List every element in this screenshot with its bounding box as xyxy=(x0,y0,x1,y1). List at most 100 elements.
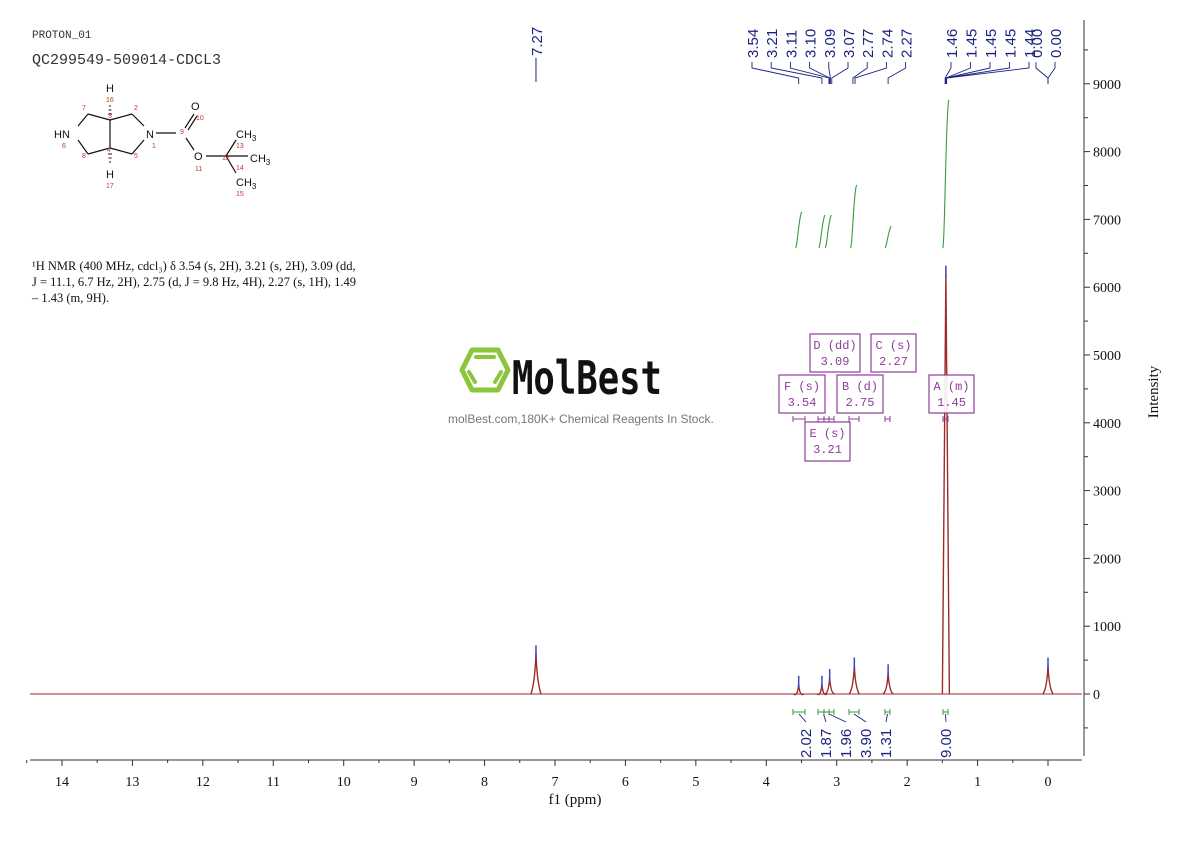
svg-text:1: 1 xyxy=(152,143,156,150)
svg-text:E (s): E (s) xyxy=(809,427,845,441)
svg-text:1.45: 1.45 xyxy=(964,29,981,58)
svg-text:2.27: 2.27 xyxy=(899,29,916,58)
chemical-structure: H HN N O O CH3 CH3 CH3 H 16 7 3 2 10 6 1… xyxy=(54,83,271,198)
svg-text:5: 5 xyxy=(134,153,138,160)
integral-labels: 2.02 1.87 1.96 3.90 1.31 9.00 xyxy=(792,709,955,758)
svg-text:H: H xyxy=(106,83,114,95)
svg-text:2: 2 xyxy=(134,105,138,112)
svg-text:5000: 5000 xyxy=(1093,349,1121,364)
nmr-line-1: ¹H NMR (400 MHz, cdcl₃) δ 3.54 (s, 2H), … xyxy=(32,259,356,273)
svg-text:3.54: 3.54 xyxy=(745,29,762,58)
nmr-description: ¹H NMR (400 MHz, cdcl₃) δ 3.54 (s, 2H), … xyxy=(32,258,412,306)
svg-text:10: 10 xyxy=(196,115,204,122)
svg-text:1.46: 1.46 xyxy=(944,29,961,58)
svg-text:7: 7 xyxy=(82,105,86,112)
svg-text:CH3: CH3 xyxy=(236,129,257,143)
svg-text:3.90: 3.90 xyxy=(858,729,875,758)
svg-text:1.45: 1.45 xyxy=(937,396,966,410)
svg-text:1.44: 1.44 xyxy=(1022,29,1039,58)
hexagon-logo-icon xyxy=(459,347,511,393)
svg-text:7000: 7000 xyxy=(1093,213,1121,228)
svg-text:2.02: 2.02 xyxy=(798,729,815,758)
svg-text:4: 4 xyxy=(107,147,111,154)
svg-text:6000: 6000 xyxy=(1093,281,1121,296)
svg-text:3: 3 xyxy=(108,113,112,120)
svg-text:3.11: 3.11 xyxy=(783,30,800,58)
svg-text:8: 8 xyxy=(481,775,488,790)
svg-text:6: 6 xyxy=(622,775,629,790)
svg-text:O: O xyxy=(194,151,203,163)
svg-text:3.09: 3.09 xyxy=(821,355,850,369)
svg-text:14: 14 xyxy=(55,775,69,790)
svg-text:1.45: 1.45 xyxy=(983,29,1000,58)
svg-text:11: 11 xyxy=(267,775,280,790)
svg-text:6: 6 xyxy=(62,143,66,150)
svg-text:2.74: 2.74 xyxy=(879,29,896,58)
svg-text:3000: 3000 xyxy=(1093,485,1121,500)
sample-id: QC299549-509014-CDCL3 xyxy=(32,52,222,69)
svg-text:f1 (ppm): f1 (ppm) xyxy=(549,792,602,808)
svg-text:4: 4 xyxy=(763,775,770,790)
spectrum-line xyxy=(30,265,1082,696)
svg-text:10: 10 xyxy=(337,775,351,790)
svg-text:12: 12 xyxy=(196,775,210,790)
svg-text:2: 2 xyxy=(904,775,911,790)
svg-text:3.21: 3.21 xyxy=(813,443,842,457)
svg-text:D (dd): D (dd) xyxy=(813,339,856,353)
svg-text:0.00: 0.00 xyxy=(1048,29,1065,58)
svg-text:O: O xyxy=(191,101,200,113)
nmr-line-3: – 1.43 (m, 9H). xyxy=(32,291,110,305)
svg-text:2.77: 2.77 xyxy=(860,29,877,58)
molbest-logo: MolBest xyxy=(459,347,662,400)
svg-text:1.96: 1.96 xyxy=(838,729,855,758)
peak-labels: 7.27 3.54 3.21 3.11 3.10 3.09 3.07 2.77 2.74 2.27… xyxy=(529,27,1065,84)
svg-text:1.87: 1.87 xyxy=(818,729,835,758)
svg-text:7.27: 7.27 xyxy=(529,27,546,56)
svg-text:3.21: 3.21 xyxy=(764,29,781,58)
svg-text:2.75: 2.75 xyxy=(846,396,875,410)
svg-text:H: H xyxy=(106,169,114,181)
svg-text:17: 17 xyxy=(106,183,114,190)
svg-text:8: 8 xyxy=(82,153,86,160)
svg-text:3.10: 3.10 xyxy=(803,29,820,58)
svg-text:Intensity: Intensity xyxy=(1146,365,1162,418)
svg-text:13: 13 xyxy=(236,143,244,150)
svg-text:1000: 1000 xyxy=(1093,620,1121,635)
multiplet-boxes: D (dd) 3.09 C (s) 2.27 F (s) 3.54 B (d) 2.75 A (… xyxy=(778,333,975,462)
svg-text:14: 14 xyxy=(236,165,244,172)
svg-text:B (d): B (d) xyxy=(842,380,878,394)
svg-text:9000: 9000 xyxy=(1093,78,1121,93)
svg-text:11: 11 xyxy=(195,166,202,173)
chart-axes: 14 13 12 11 10 9 8 7 6 5 4 3 2 1 0f1 (ppm)010002000300… xyxy=(26,20,1162,808)
svg-text:2000: 2000 xyxy=(1093,552,1121,567)
svg-text:9.00: 9.00 xyxy=(938,729,955,758)
svg-text:3: 3 xyxy=(833,775,840,790)
svg-text:8000: 8000 xyxy=(1093,146,1121,161)
svg-text:16: 16 xyxy=(106,97,114,104)
svg-text:HN: HN xyxy=(54,129,70,141)
svg-text:4000: 4000 xyxy=(1093,417,1121,432)
svg-text:3.54: 3.54 xyxy=(788,396,817,410)
svg-text:7: 7 xyxy=(551,775,558,790)
svg-text:CH3: CH3 xyxy=(236,177,257,191)
svg-text:9: 9 xyxy=(411,775,418,790)
svg-text:1.45: 1.45 xyxy=(1003,29,1020,58)
svg-text:3.09: 3.09 xyxy=(822,29,839,58)
svg-text:13: 13 xyxy=(125,775,139,790)
svg-text:0: 0 xyxy=(1093,688,1100,703)
experiment-name: PROTON_01 xyxy=(32,30,92,42)
svg-text:2.27: 2.27 xyxy=(879,355,908,369)
svg-text:1: 1 xyxy=(974,775,981,790)
svg-text:5: 5 xyxy=(692,775,699,790)
svg-text:15: 15 xyxy=(236,191,244,198)
integral-curves xyxy=(795,99,950,249)
nmr-line-2: J = 11.1, 6.7 Hz, 2H), 2.75 (d, J = 9.8 … xyxy=(32,275,357,289)
svg-text:1.31: 1.31 xyxy=(878,729,895,758)
svg-text:C (s): C (s) xyxy=(875,339,911,353)
svg-text:3.07: 3.07 xyxy=(841,29,858,58)
svg-text:N: N xyxy=(146,129,154,141)
watermark-tagline: molBest.com,180K+ Chemical Reagents In S… xyxy=(448,412,714,426)
svg-text:0.00: 0.00 xyxy=(1029,29,1046,58)
svg-text:0: 0 xyxy=(1045,775,1052,790)
svg-text:A (m): A (m) xyxy=(933,380,969,394)
